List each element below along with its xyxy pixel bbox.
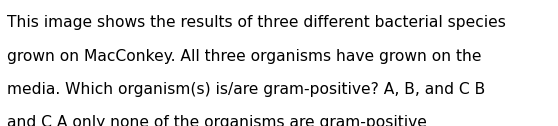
Text: This image shows the results of three different bacterial species: This image shows the results of three di… [7,15,506,30]
Text: and C A only none of the organisms are gram-positive: and C A only none of the organisms are g… [7,115,427,126]
Text: media. Which organism(s) is/are gram-positive? A, B, and C B: media. Which organism(s) is/are gram-pos… [7,82,485,97]
Text: grown on MacConkey. All three organisms have grown on the: grown on MacConkey. All three organisms … [7,49,482,64]
